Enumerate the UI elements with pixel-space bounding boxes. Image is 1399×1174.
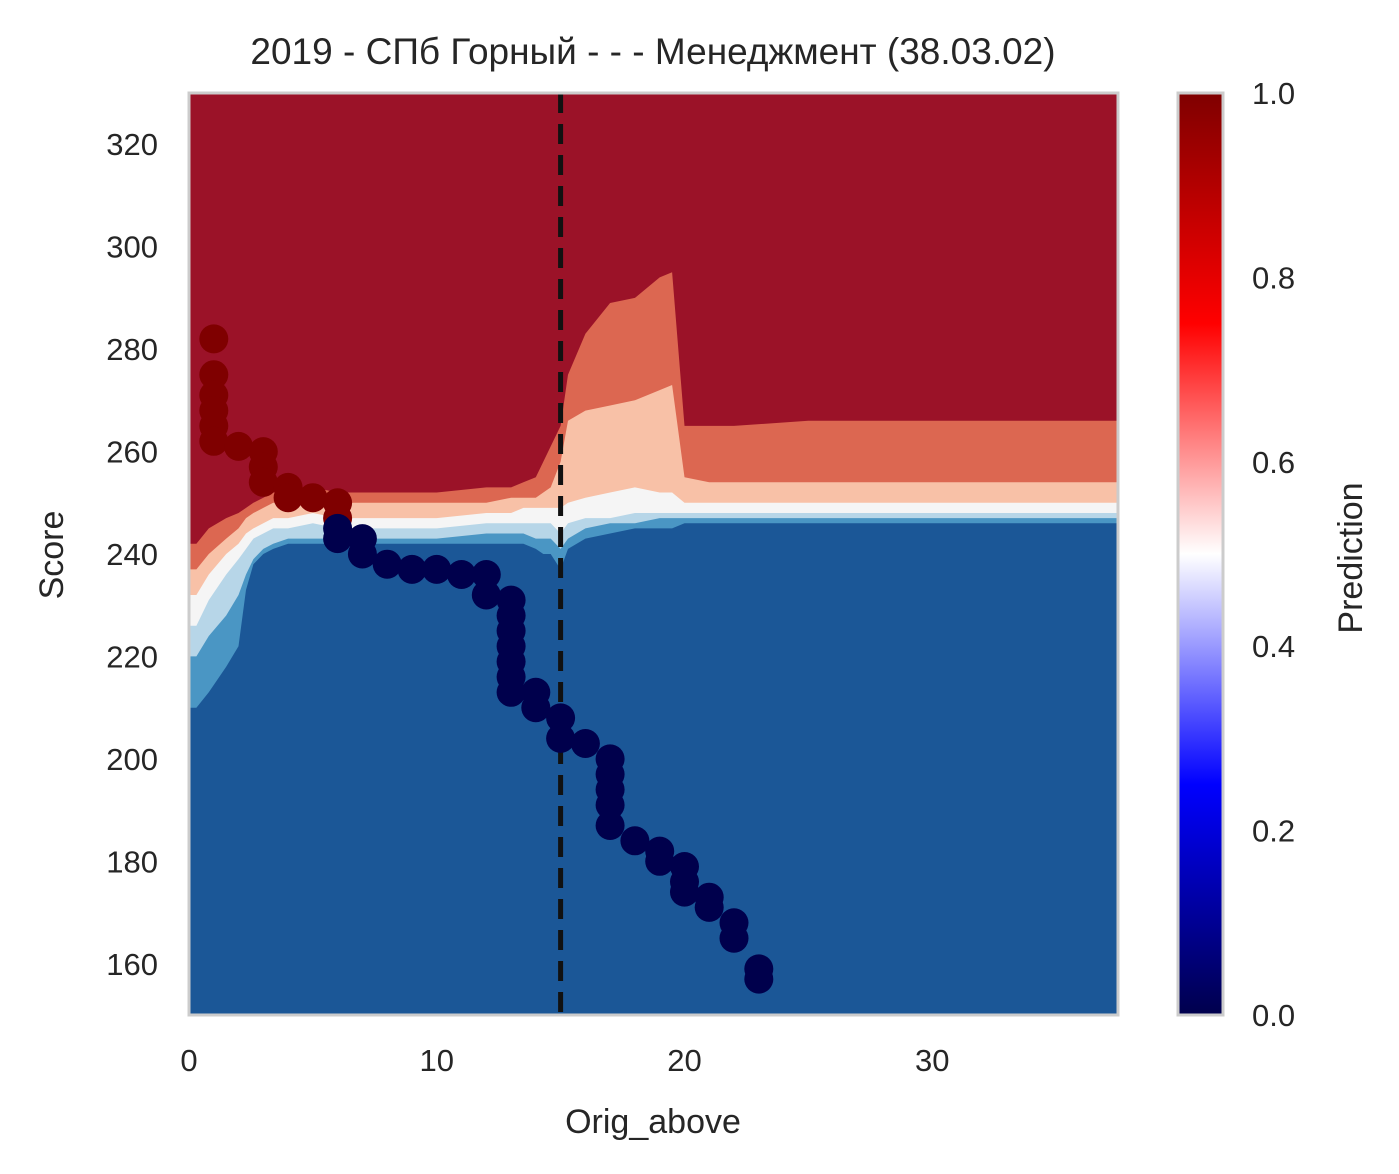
x-tick-label: 10 [419, 1043, 453, 1078]
x-tick-label: 0 [180, 1043, 197, 1078]
y-tick-label: 280 [106, 332, 158, 367]
colorbar-ticks: 0.0 0.2 0.4 0.6 0.8 1.0 [1252, 76, 1295, 1033]
scatter-point-rejected [323, 524, 353, 554]
x-axis-ticks: 0 10 20 30 [180, 1043, 949, 1078]
scatter-point-rejected [620, 826, 650, 856]
y-axis-label: Score [33, 511, 71, 600]
colorbar-tick-label: 0.2 [1252, 814, 1295, 849]
scatter-point-rejected [471, 580, 501, 610]
plot-frame [187, 91, 1120, 1017]
scatter-point-rejected [372, 549, 402, 579]
colorbar-label: Prediction [1332, 482, 1370, 633]
colorbar-tick-label: 0.8 [1252, 260, 1295, 295]
plot-area [189, 93, 1118, 1015]
colorbar-tick-label: 0.4 [1252, 629, 1295, 664]
y-tick-label: 180 [106, 844, 158, 879]
scatter-point-rejected [521, 693, 551, 723]
scatter-point-admitted [199, 324, 229, 354]
colorbar: 0.0 0.2 0.4 0.6 0.8 1.0 Prediction [1176, 76, 1370, 1033]
scatter-point-rejected [595, 790, 625, 820]
colorbar-tick-label: 1.0 [1252, 76, 1295, 111]
scatter-point-rejected [670, 877, 699, 907]
scatter-point-admitted [199, 426, 229, 456]
y-axis-ticks: 160 180 200 220 240 260 280 300 320 [106, 127, 158, 982]
scatter-point-rejected [719, 923, 749, 953]
colorbar-tick-label: 0.0 [1252, 998, 1295, 1033]
scatter-point-rejected [546, 723, 576, 753]
y-tick-label: 200 [106, 742, 158, 777]
scatter-point-admitted [248, 467, 278, 497]
y-tick-label: 240 [106, 537, 158, 572]
region-low-prediction [189, 523, 1118, 1015]
scatter-point-rejected [546, 703, 576, 733]
scatter-point-admitted [199, 360, 229, 390]
colorbar-tick-label: 0.6 [1252, 445, 1295, 480]
scatter-point-rejected [347, 539, 377, 569]
scatter-point-rejected [645, 846, 675, 876]
scatter-point-rejected [471, 560, 501, 589]
x-axis-label: Orig_above [565, 1103, 741, 1141]
y-tick-label: 300 [106, 230, 158, 265]
scatter-point-rejected [422, 554, 452, 584]
scatter-point-rejected [397, 554, 427, 584]
scatter-point-admitted [273, 483, 303, 513]
scatter-point-rejected [694, 892, 724, 922]
y-tick-label: 320 [106, 127, 158, 162]
colorbar-gradient [1176, 91, 1225, 1017]
x-tick-label: 30 [915, 1043, 949, 1078]
x-tick-label: 20 [667, 1043, 701, 1078]
scatter-point-rejected [496, 677, 526, 707]
chart-title: 2019 - СПб Горный - - - Менеджмент (38.0… [250, 31, 1055, 72]
scatter-point-admitted [298, 483, 328, 513]
scatter-point-rejected [570, 729, 600, 758]
y-tick-label: 220 [106, 639, 158, 674]
y-tick-label: 260 [106, 435, 158, 470]
scatter-point-rejected [447, 560, 476, 589]
scatter-point-admitted [224, 431, 253, 461]
y-tick-label: 160 [106, 947, 158, 982]
scatter-point-rejected [744, 964, 774, 994]
scatter-point-rejected [595, 811, 625, 840]
